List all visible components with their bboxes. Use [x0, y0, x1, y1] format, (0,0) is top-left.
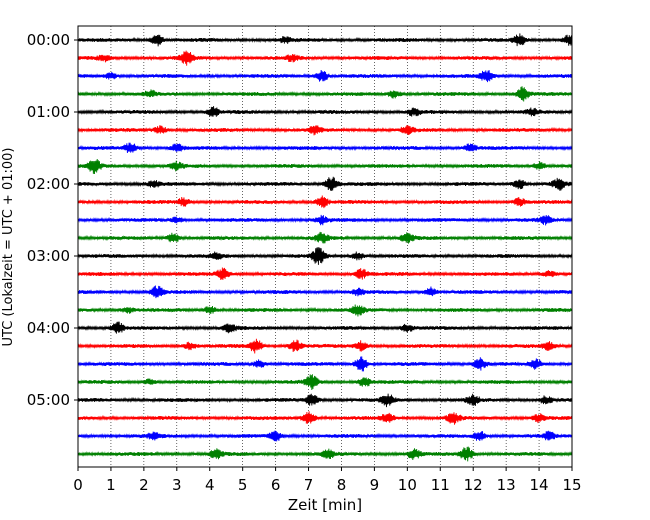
- x-tick-label: 2: [139, 476, 149, 494]
- x-tick-label: 9: [370, 476, 380, 494]
- trace-line: [77, 411, 573, 425]
- x-tick-label: 7: [304, 476, 314, 494]
- trace-line: [77, 231, 573, 244]
- x-tick-label: 4: [205, 476, 215, 494]
- trace-line: [77, 267, 573, 280]
- trace-line: [77, 158, 573, 174]
- trace-line: [77, 304, 573, 317]
- trace-line: [77, 247, 573, 265]
- x-tick-label: 5: [238, 476, 248, 494]
- y-axis-ticks: 00:00 01:00 02:00 03:00 04:00 05:00: [27, 31, 78, 409]
- x-tick-label: 12: [464, 476, 483, 494]
- x-tick-label: 8: [337, 476, 347, 494]
- trace-line: [77, 430, 573, 442]
- trace-line: [77, 176, 573, 191]
- x-tick-label: 1: [106, 476, 116, 494]
- y-tick-label: 05:00: [27, 391, 70, 409]
- trace-line: [77, 50, 573, 66]
- trace-line: [77, 86, 573, 102]
- trace-line: [77, 285, 573, 299]
- x-tick-label: 15: [562, 476, 581, 494]
- y-tick-label: 03:00: [27, 247, 70, 265]
- trace-line: [77, 374, 573, 390]
- x-axis-label: Zeit [min]: [288, 496, 362, 514]
- x-tick-label: 0: [73, 476, 83, 494]
- trace-line: [77, 356, 573, 372]
- x-tick-label: 13: [497, 476, 516, 494]
- trace-line: [77, 214, 573, 226]
- y-tick-label: 00:00: [27, 31, 70, 49]
- trace-line: [77, 195, 573, 209]
- trace-line: [77, 321, 573, 334]
- y-tick-label: 04:00: [27, 319, 70, 337]
- x-tick-label: 14: [530, 476, 549, 494]
- x-tick-label: 6: [271, 476, 281, 494]
- y-tick-label: 01:00: [27, 103, 70, 121]
- x-tick-label: 3: [172, 476, 182, 494]
- trace-line: [77, 142, 573, 153]
- trace-line: [77, 33, 573, 47]
- y-tick-label: 02:00: [27, 175, 70, 193]
- trace-line: [77, 393, 573, 408]
- trace-layer: [77, 33, 573, 462]
- trace-line: [77, 106, 573, 117]
- trace-line: [77, 125, 573, 136]
- trace-line: [77, 70, 573, 83]
- x-tick-label: 10: [398, 476, 417, 494]
- y-axis-label: UTC (Lokalzeit = UTC + 01:00): [1, 148, 16, 347]
- plot-frame: [77, 25, 573, 468]
- trace-line: [77, 338, 573, 354]
- x-tick-label: 11: [431, 476, 450, 494]
- trace-line: [77, 446, 573, 462]
- x-axis-ticks: 0 1 2 3 4 5 6 7 8 9 10 11 12 13 14 15: [73, 467, 582, 494]
